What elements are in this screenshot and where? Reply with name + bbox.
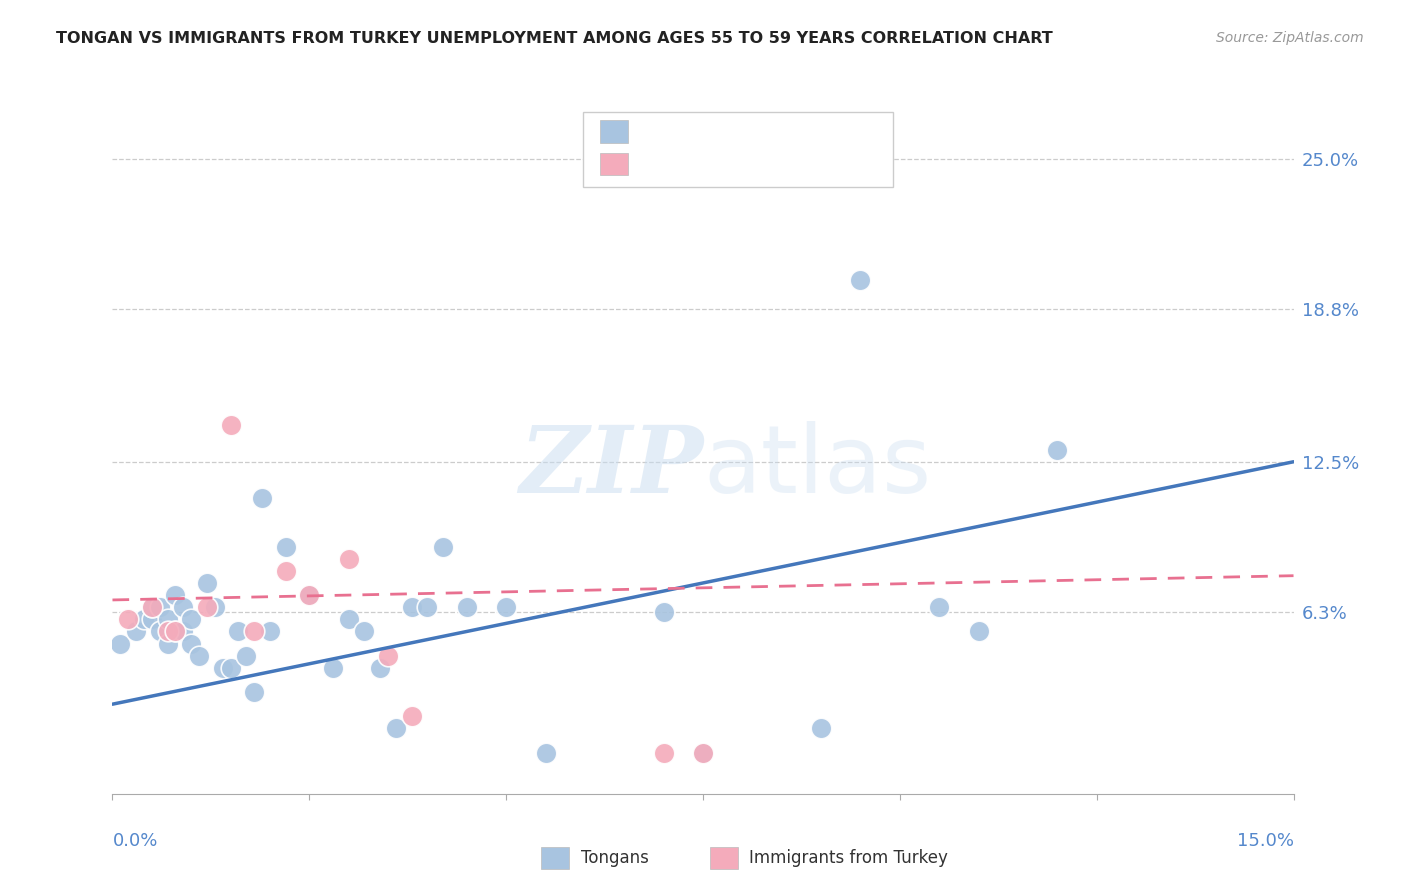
Point bbox=[274, 564, 297, 578]
Point bbox=[211, 661, 233, 675]
Point bbox=[125, 624, 148, 639]
Point bbox=[219, 661, 242, 675]
Point bbox=[172, 624, 194, 639]
Point bbox=[416, 600, 439, 615]
Point bbox=[195, 600, 218, 615]
Text: Source: ZipAtlas.com: Source: ZipAtlas.com bbox=[1216, 31, 1364, 45]
Point bbox=[156, 636, 179, 650]
Point bbox=[141, 600, 163, 615]
Point bbox=[534, 746, 557, 760]
Point bbox=[141, 612, 163, 626]
Text: Tongans: Tongans bbox=[581, 849, 648, 867]
Text: Immigrants from Turkey: Immigrants from Turkey bbox=[749, 849, 948, 867]
Point bbox=[337, 612, 360, 626]
Text: 0.0%: 0.0% bbox=[112, 832, 157, 850]
Text: N =: N = bbox=[744, 122, 792, 140]
Point bbox=[692, 746, 714, 760]
Text: 45: 45 bbox=[792, 122, 814, 140]
Point bbox=[652, 746, 675, 760]
Point bbox=[243, 624, 266, 639]
Text: 0.400: 0.400 bbox=[685, 122, 737, 140]
Point bbox=[141, 600, 163, 615]
Point bbox=[298, 588, 321, 602]
Point bbox=[165, 624, 187, 639]
Text: 15.0%: 15.0% bbox=[1236, 832, 1294, 850]
Point bbox=[298, 588, 321, 602]
Point bbox=[385, 722, 408, 736]
Point bbox=[250, 491, 273, 505]
Point bbox=[377, 648, 399, 663]
Point bbox=[928, 600, 950, 615]
Text: TONGAN VS IMMIGRANTS FROM TURKEY UNEMPLOYMENT AMONG AGES 55 TO 59 YEARS CORRELAT: TONGAN VS IMMIGRANTS FROM TURKEY UNEMPLO… bbox=[56, 31, 1053, 46]
Point bbox=[967, 624, 990, 639]
Point bbox=[165, 624, 187, 639]
Point bbox=[172, 600, 194, 615]
Text: 14: 14 bbox=[792, 154, 814, 172]
Point bbox=[322, 661, 344, 675]
Text: 0.020: 0.020 bbox=[685, 154, 737, 172]
Point bbox=[456, 600, 478, 615]
Point bbox=[195, 576, 218, 591]
Point bbox=[235, 648, 257, 663]
Point bbox=[849, 273, 872, 287]
Point bbox=[117, 612, 139, 626]
Point bbox=[156, 624, 179, 639]
Text: N =: N = bbox=[744, 154, 792, 172]
Point bbox=[368, 661, 391, 675]
Text: R =: R = bbox=[643, 154, 679, 172]
Point bbox=[337, 551, 360, 566]
Point bbox=[353, 624, 375, 639]
Point bbox=[243, 685, 266, 699]
Point bbox=[188, 648, 211, 663]
Point bbox=[180, 612, 202, 626]
Point bbox=[156, 612, 179, 626]
Point bbox=[495, 600, 517, 615]
Point bbox=[274, 540, 297, 554]
Point bbox=[401, 709, 423, 723]
Point bbox=[228, 624, 250, 639]
Point bbox=[165, 588, 187, 602]
Point bbox=[1046, 442, 1069, 457]
Point bbox=[692, 746, 714, 760]
Point bbox=[110, 636, 132, 650]
Point bbox=[259, 624, 281, 639]
Point bbox=[149, 624, 172, 639]
Point bbox=[180, 636, 202, 650]
Point bbox=[401, 600, 423, 615]
Point bbox=[652, 605, 675, 619]
Point bbox=[132, 612, 155, 626]
Text: atlas: atlas bbox=[703, 421, 931, 513]
Text: ZIP: ZIP bbox=[519, 422, 703, 512]
Point bbox=[810, 722, 832, 736]
Point bbox=[149, 600, 172, 615]
Point bbox=[432, 540, 454, 554]
Point bbox=[219, 418, 242, 433]
Point bbox=[204, 600, 226, 615]
Text: R =: R = bbox=[643, 122, 679, 140]
